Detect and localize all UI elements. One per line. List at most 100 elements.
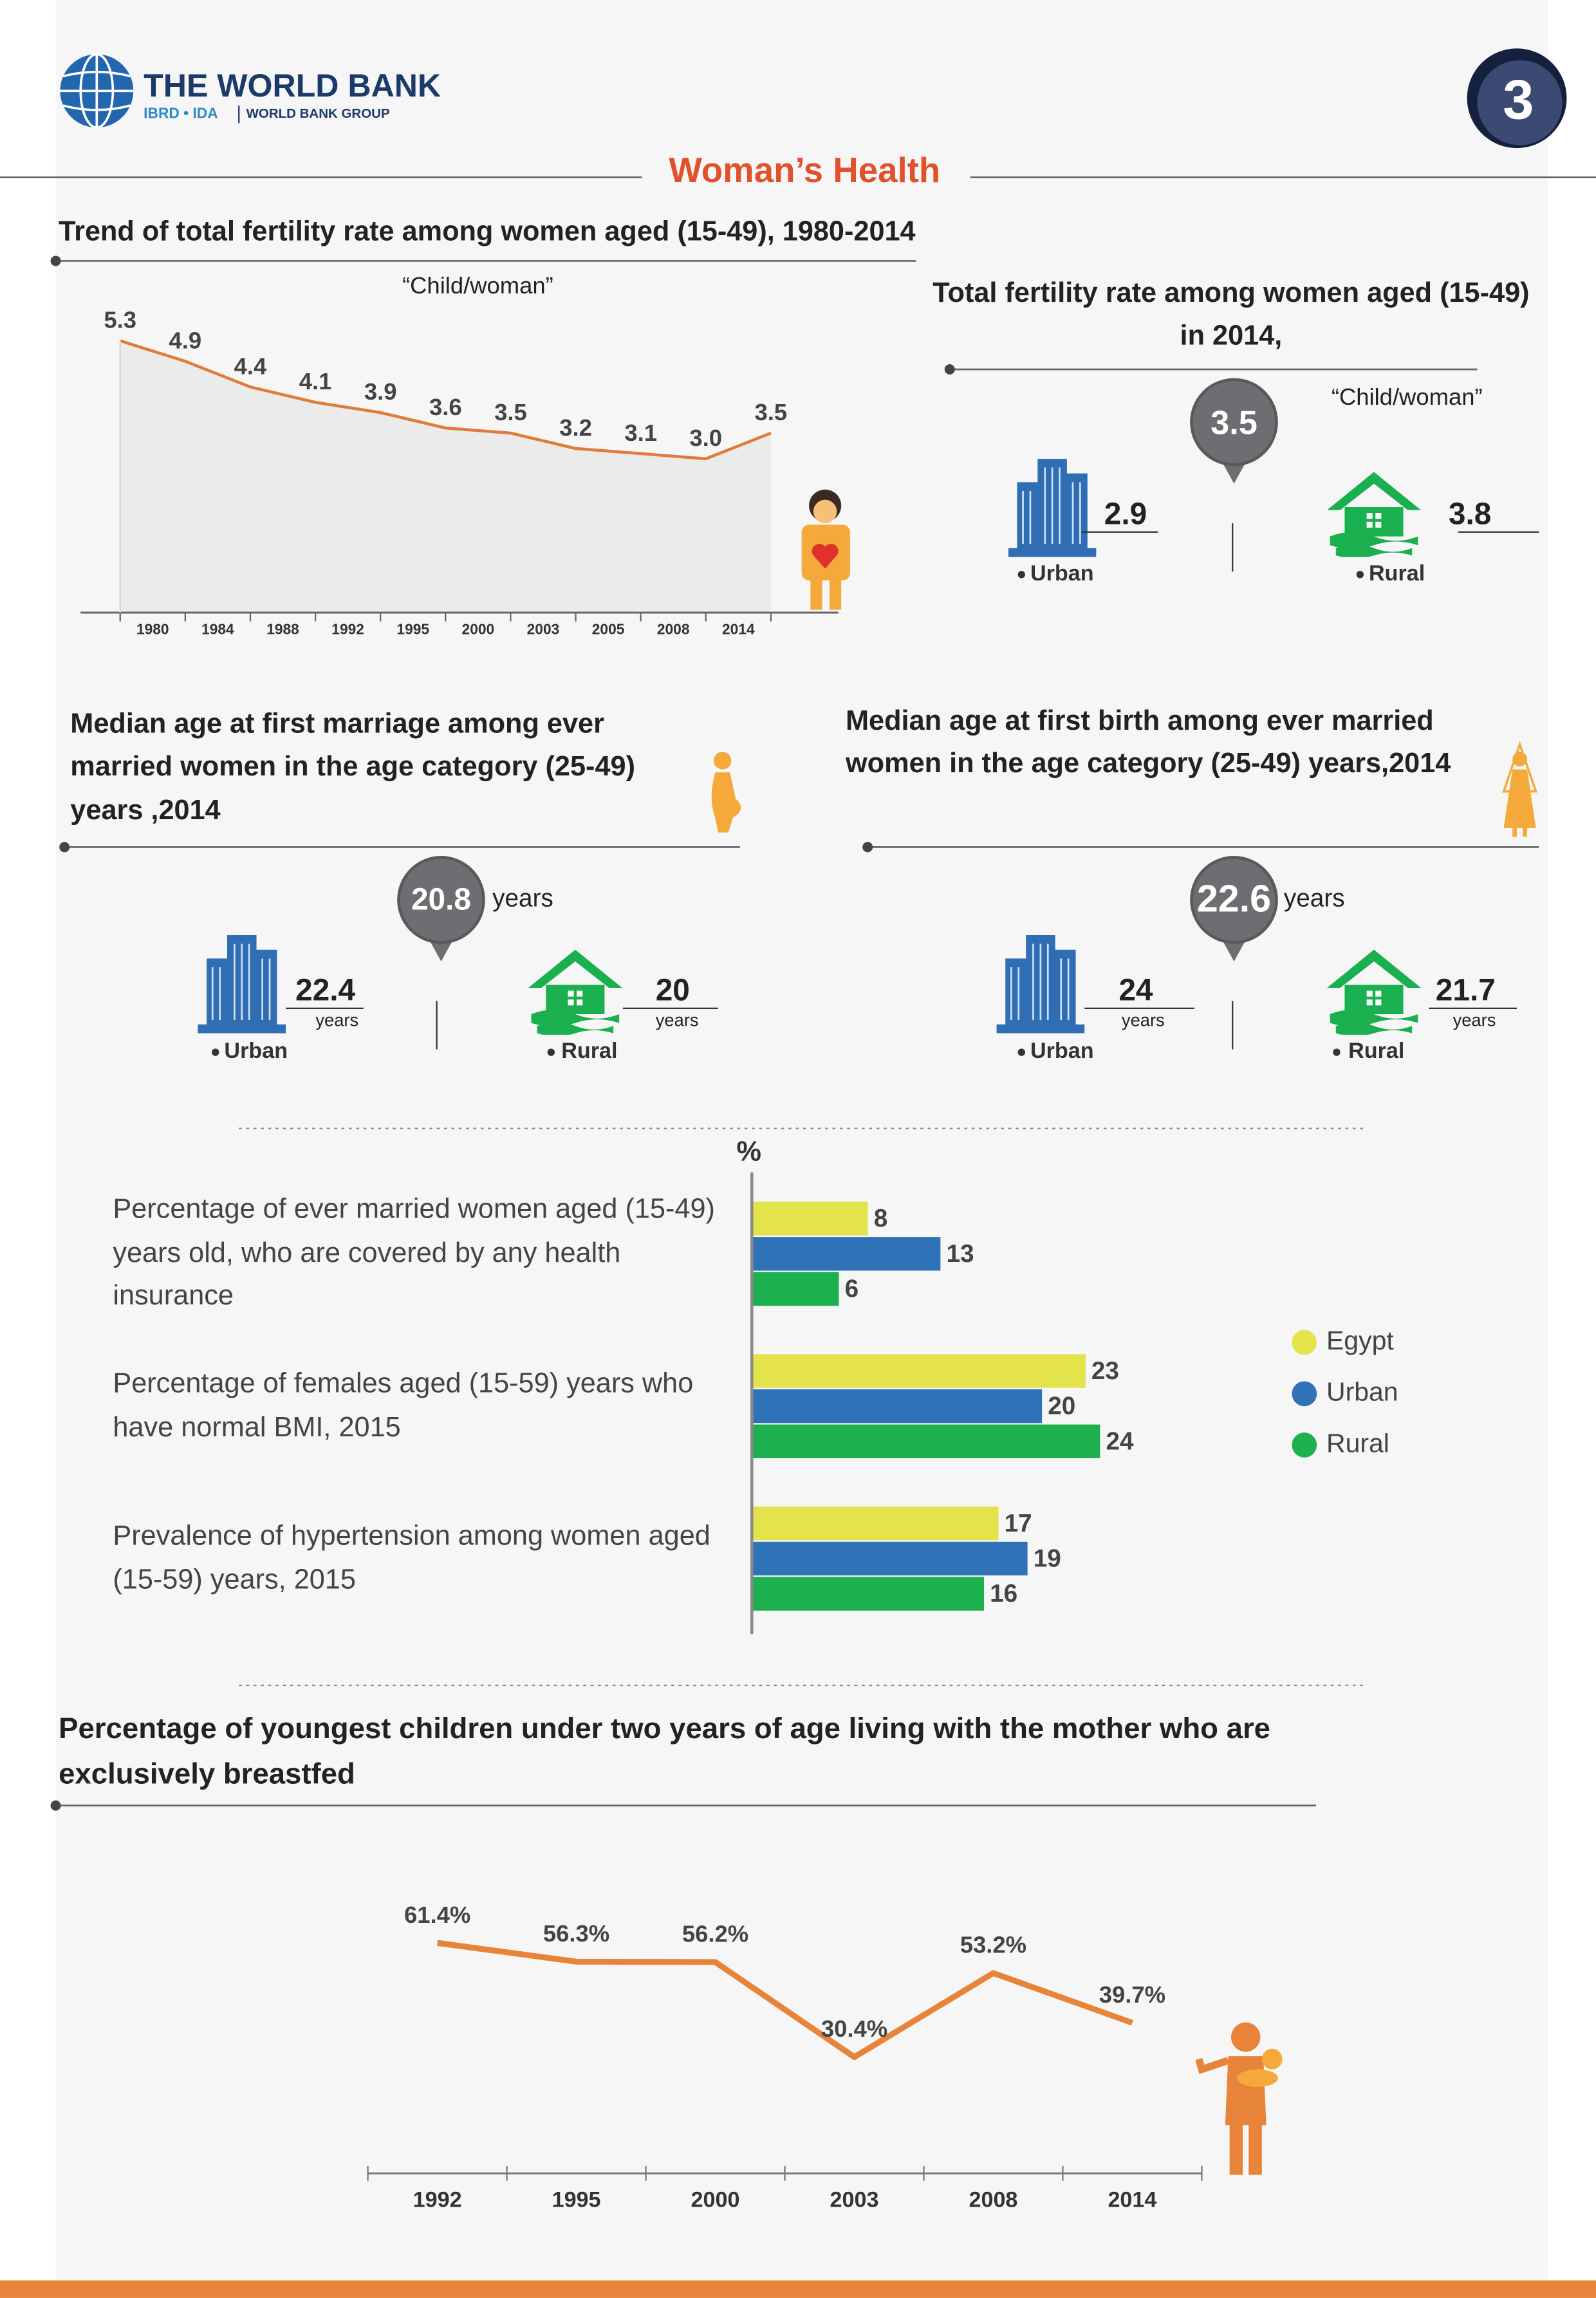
rural-value: 20 <box>656 973 690 1007</box>
rule-dot <box>862 842 873 853</box>
page-number-badge <box>1467 48 1567 149</box>
category-label: Prevalence of hypertension among women a… <box>113 1521 710 1595</box>
rural-label: Rural <box>561 1039 617 1063</box>
bar <box>752 1272 839 1306</box>
x-tick-label: 2008 <box>969 2188 1017 2212</box>
footer-bar <box>0 2280 1596 2298</box>
urban-value: 22.4 <box>295 973 355 1007</box>
value-label: 23 <box>1091 1357 1119 1385</box>
value-pin <box>397 856 485 962</box>
rule-dot <box>50 1800 61 1811</box>
unit-label: “Child/woman” <box>1332 384 1483 410</box>
mother-icon <box>1195 2022 1283 2175</box>
urban-label: Urban <box>1030 561 1094 586</box>
rural-value: 3.8 <box>1449 497 1491 531</box>
bar <box>752 1237 941 1271</box>
bullet <box>1333 1048 1341 1056</box>
bride-icon <box>1502 741 1538 837</box>
page-number: 3 <box>1503 69 1534 131</box>
x-tick-label: 2000 <box>462 620 495 637</box>
bar <box>752 1577 984 1611</box>
bar <box>752 1506 999 1541</box>
unit-label: years <box>656 1010 699 1030</box>
unit-label: years <box>1122 1010 1165 1030</box>
label-box: Percentage of ever married women aged (1… <box>113 1195 715 1312</box>
chart-subtitle: “Child/woman” <box>402 272 553 299</box>
value-label: 16 <box>990 1580 1017 1608</box>
rule-dot <box>50 255 61 266</box>
axis-label: % <box>736 1136 761 1167</box>
x-tick-label: 1984 <box>201 620 234 637</box>
urban-label: Urban <box>224 1039 288 1063</box>
value-label: 4.4 <box>234 353 267 379</box>
urban-value: 24 <box>1118 973 1153 1007</box>
label-box: Percentage of females aged (15-59) years… <box>113 1369 693 1443</box>
value-label: 20 <box>1048 1393 1075 1420</box>
x-tick-label: 1992 <box>413 2188 462 2212</box>
value-label: 19 <box>1034 1545 1061 1573</box>
x-tick-label: 2003 <box>527 620 560 637</box>
page-background <box>55 0 1548 2281</box>
x-tick-label: 1995 <box>396 620 429 637</box>
chart-title-box: Percentage of youngest children under tw… <box>59 1713 1271 1791</box>
value-label: 3.6 <box>429 394 462 420</box>
value-label: 3.0 <box>689 425 722 451</box>
area-fill <box>120 340 771 613</box>
bar <box>752 1389 1043 1423</box>
logo-subtitle: WORLD BANK GROUP <box>246 106 390 121</box>
legend-swatch <box>1292 1381 1317 1407</box>
woman-icon <box>801 489 850 610</box>
value-label: 13 <box>946 1240 974 1268</box>
section-title-box: Median age at first birth among ever mar… <box>846 706 1451 781</box>
section-title: Total fertility rate among women aged (1… <box>933 278 1530 353</box>
value-label: 3.2 <box>559 414 592 441</box>
x-tick-label: 2014 <box>722 620 755 637</box>
pregnant-woman-icon <box>711 752 741 833</box>
section-title: Median age at first birth among ever mar… <box>846 706 1451 781</box>
x-tick-label: 1995 <box>552 2188 601 2212</box>
legend-label: Egypt <box>1326 1326 1394 1355</box>
bar <box>752 1201 868 1236</box>
legend-label: Rural <box>1326 1428 1389 1458</box>
value-label: 56.2% <box>682 1921 748 1947</box>
urban-label: Urban <box>1030 1039 1094 1063</box>
unit-label: years <box>1453 1010 1496 1030</box>
value-pin <box>1190 856 1278 962</box>
total-value: 3.5 <box>1211 404 1257 441</box>
rule-dot <box>944 364 955 375</box>
x-tick-label: 2000 <box>691 2188 740 2212</box>
value-label: 3.9 <box>364 378 397 405</box>
value-label: 4.1 <box>299 368 332 394</box>
urban-value: 2.9 <box>1104 497 1147 531</box>
unit-label: years <box>492 885 553 913</box>
value-label: 39.7% <box>1099 1981 1165 2008</box>
unit-label: years <box>1284 885 1345 913</box>
value-label: 56.3% <box>543 1920 609 1947</box>
legend-label: Urban <box>1326 1377 1398 1407</box>
total-value: 22.6 <box>1197 876 1271 920</box>
x-tick-label: 1988 <box>266 620 299 637</box>
x-tick-label: 1992 <box>331 620 364 637</box>
bullet <box>1356 571 1364 579</box>
legend-swatch <box>1292 1330 1317 1355</box>
x-tick-label: 1980 <box>136 620 169 637</box>
logo-globe <box>60 53 134 129</box>
rural-value: 21.7 <box>1436 973 1496 1007</box>
value-label: 3.5 <box>494 399 527 425</box>
bullet <box>1017 1048 1025 1056</box>
bullet <box>212 1048 219 1056</box>
bullet <box>547 1048 555 1056</box>
chart-title: Percentage of youngest children under tw… <box>59 1713 1271 1791</box>
section-title-box: Median age at first marriage among ever … <box>70 709 635 826</box>
value-label: 6 <box>845 1275 859 1302</box>
unit-label: years <box>315 1010 358 1030</box>
rural-label: Rural <box>1369 561 1425 586</box>
value-pin <box>1190 378 1278 484</box>
label-box: Prevalence of hypertension among women a… <box>113 1521 710 1595</box>
section-title-box: Total fertility rate among women aged (1… <box>933 278 1530 353</box>
x-tick-label: 2003 <box>830 2188 879 2212</box>
line <box>436 1940 1133 2061</box>
logo-title: THE WORLD BANK <box>144 68 441 104</box>
line <box>120 339 772 461</box>
